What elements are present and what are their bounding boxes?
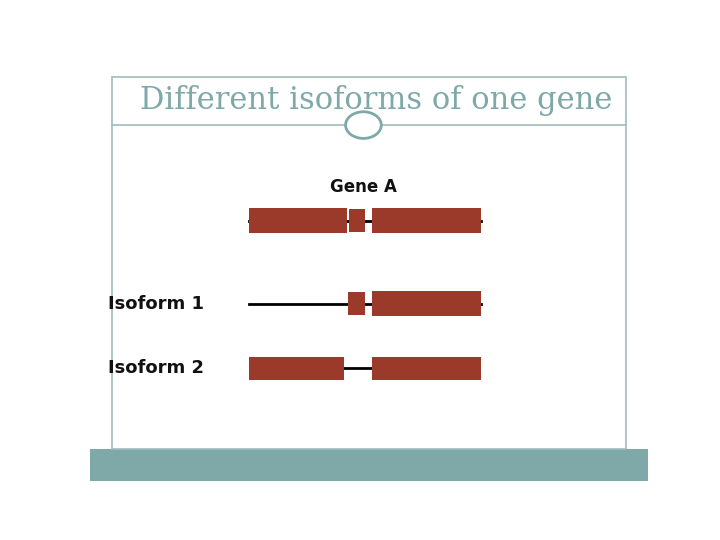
Bar [249, 357, 344, 380]
Bar [349, 209, 365, 232]
Bar [372, 208, 481, 233]
Circle shape [346, 112, 382, 138]
Bar [112, 77, 626, 449]
Text: Isoform 1: Isoform 1 [109, 295, 204, 313]
Text: Different isoforms of one gene: Different isoforms of one gene [140, 85, 613, 116]
Bar [372, 292, 481, 316]
Bar [249, 208, 346, 233]
Bar [90, 449, 648, 481]
Text: Isoform 2: Isoform 2 [109, 359, 204, 377]
Bar [372, 357, 481, 380]
Text: Gene A: Gene A [330, 178, 397, 196]
Bar [348, 292, 364, 315]
